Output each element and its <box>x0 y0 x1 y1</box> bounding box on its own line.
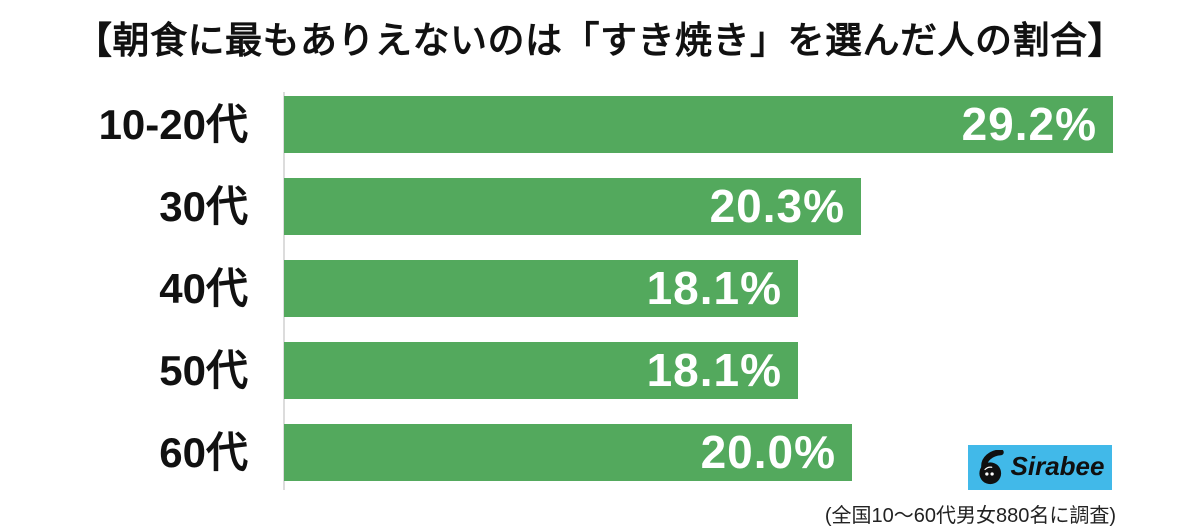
chart-row: 30代 20.3% <box>0 178 1200 235</box>
bar: 18.1% <box>284 260 798 317</box>
chart-title: 【朝食に最もありえないのは「すき焼き」を選んだ人の割合】 <box>75 20 1125 61</box>
category-label: 60代 <box>159 429 248 476</box>
survey-footnote: (全国10〜60代男女880名に調査) <box>824 505 1116 527</box>
sirabee-logo-text: Sirabee <box>1010 451 1105 481</box>
chart-row: 40代 18.1% <box>0 260 1200 317</box>
value-label: 18.1% <box>646 262 782 314</box>
category-label: 10-20代 <box>98 101 248 148</box>
sirabee-mark-icon <box>978 449 1004 484</box>
bar: 18.1% <box>284 342 798 399</box>
bar: 20.0% <box>284 424 852 481</box>
value-label: 20.0% <box>700 426 836 478</box>
value-label: 18.1% <box>646 344 782 396</box>
chart-row: 60代 20.0% <box>0 424 1200 481</box>
bar: 20.3% <box>284 178 861 235</box>
bar: 29.2% <box>284 96 1113 153</box>
chart-row: 50代 18.1% <box>0 342 1200 399</box>
category-label: 50代 <box>159 347 248 394</box>
category-label: 30代 <box>159 183 248 230</box>
value-label: 20.3% <box>709 180 845 232</box>
chart-row: 10-20代 29.2% <box>0 96 1200 153</box>
category-label: 40代 <box>159 265 248 312</box>
value-label: 29.2% <box>961 98 1097 150</box>
sirabee-logo: Sirabee <box>968 445 1112 490</box>
